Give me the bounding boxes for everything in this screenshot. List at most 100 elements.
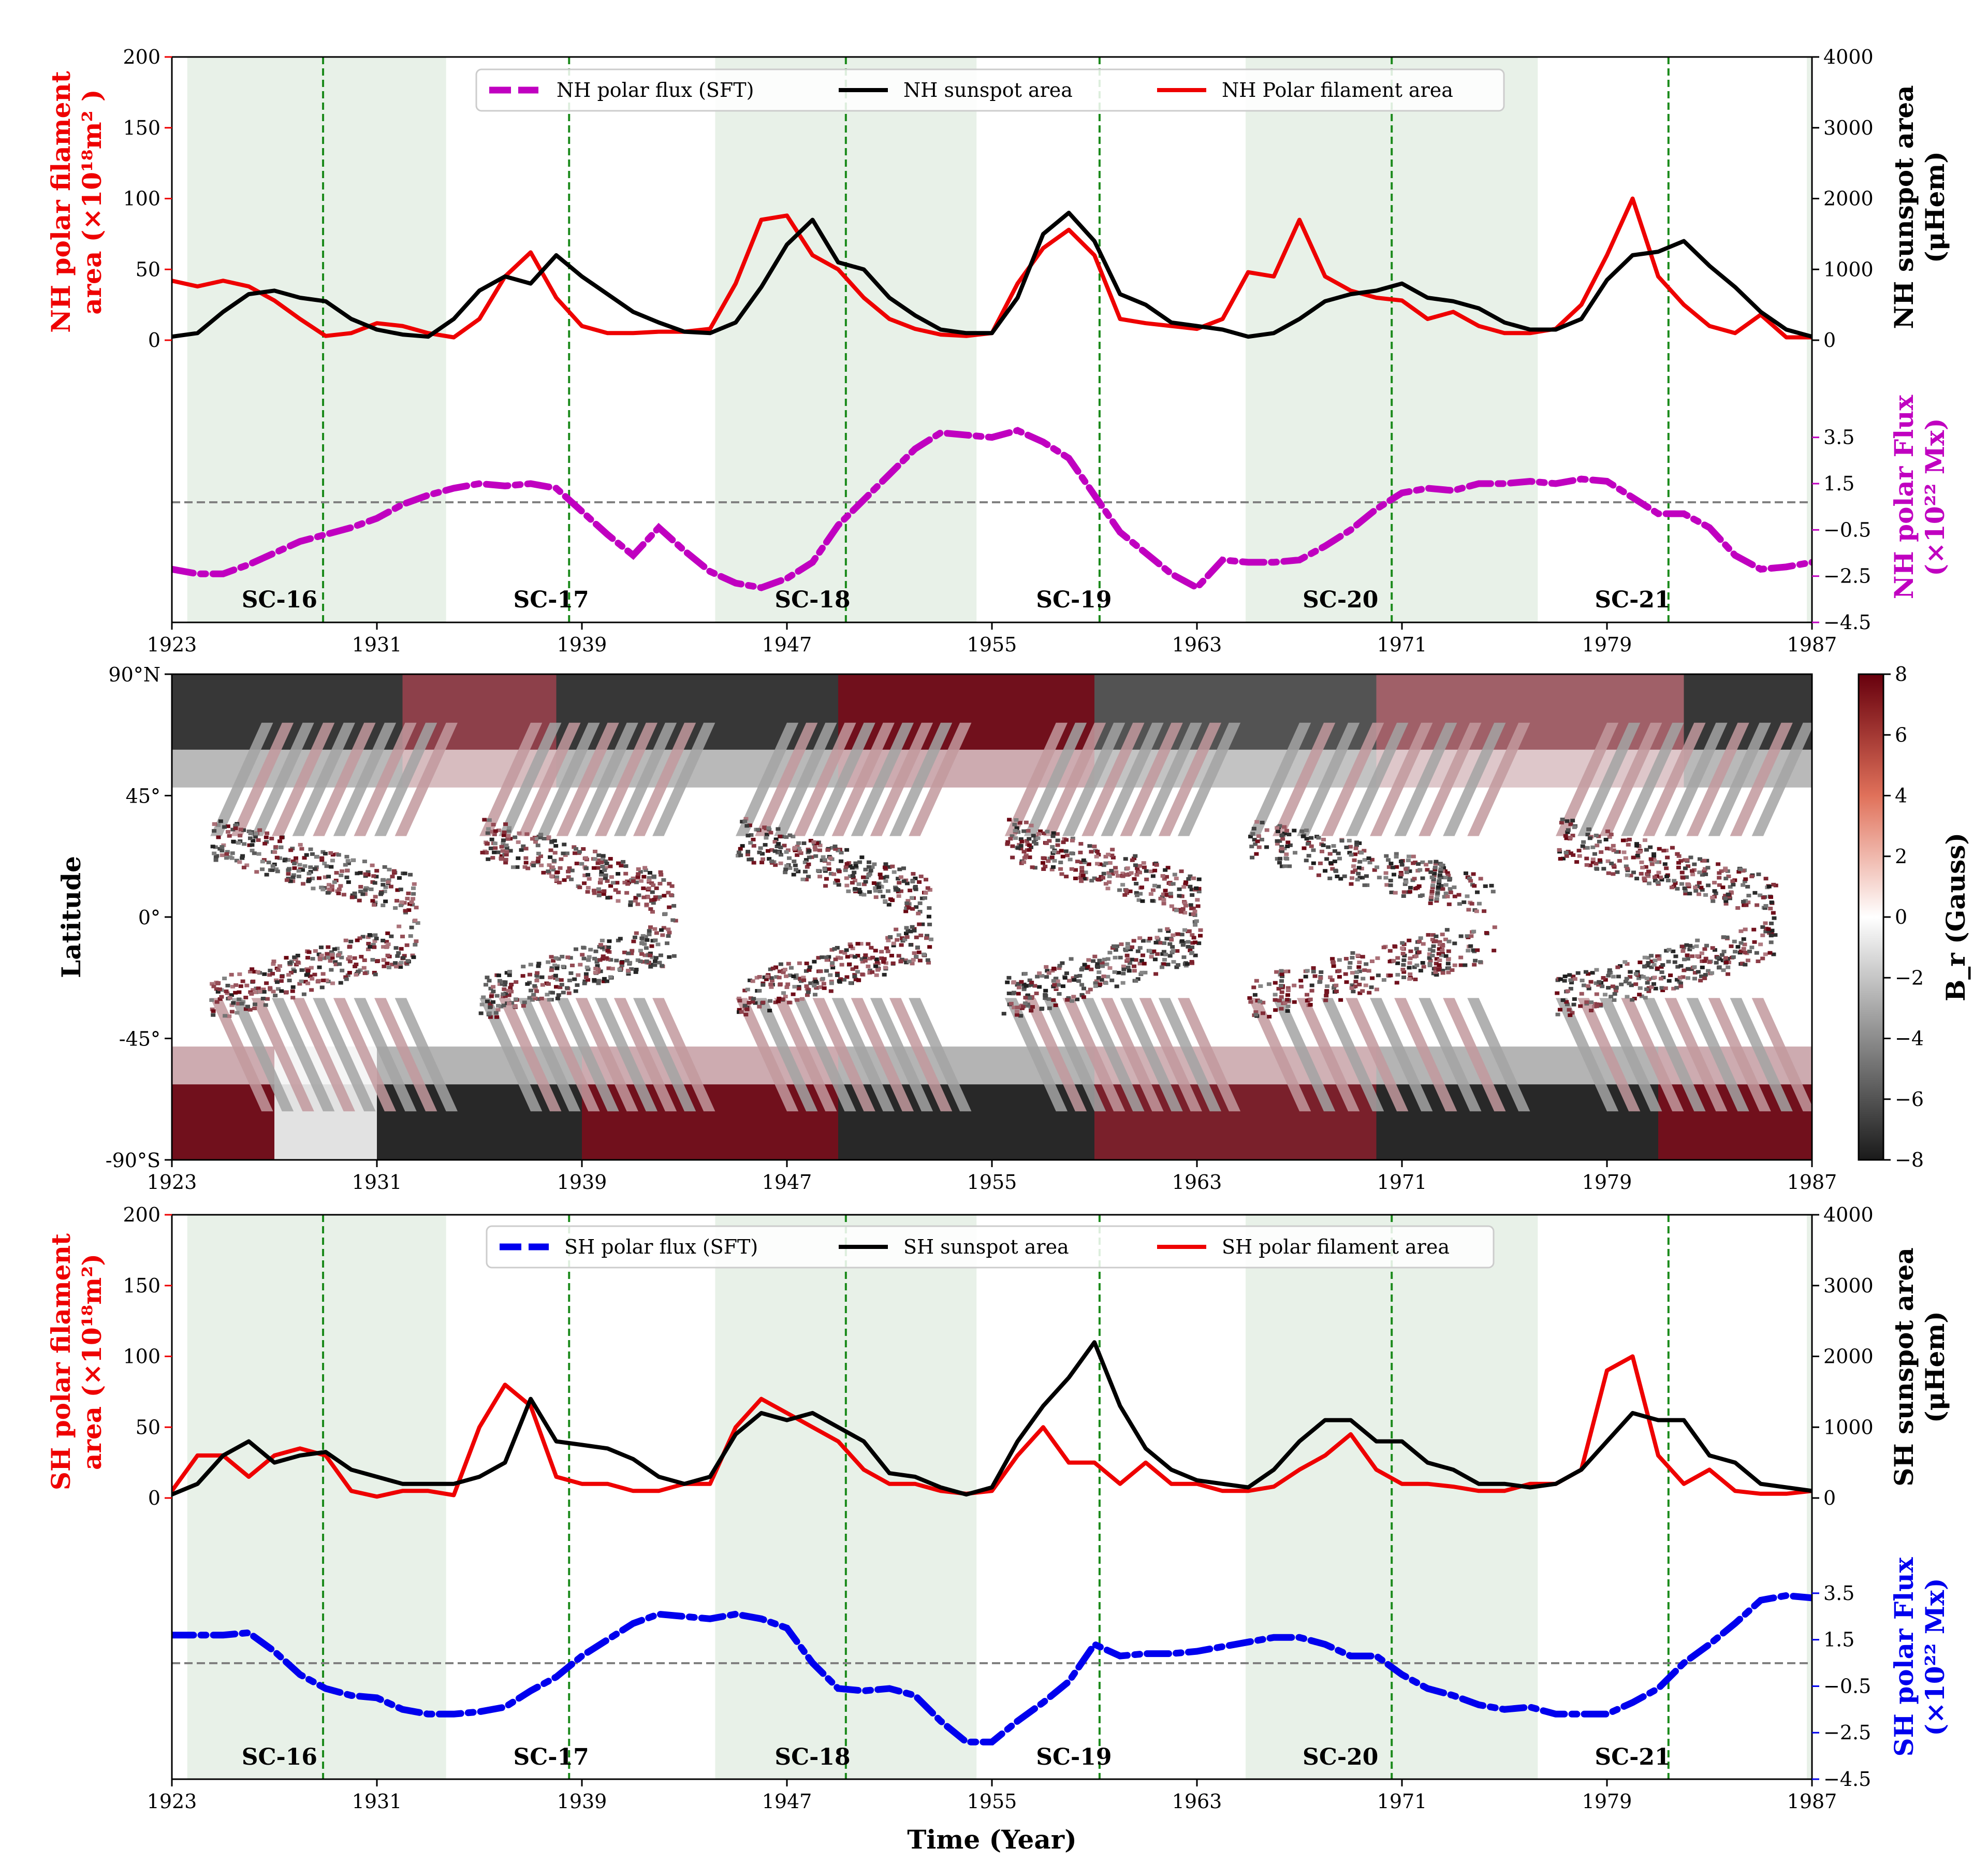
north-active-region: [501, 838, 506, 842]
south-active-region: [389, 963, 394, 967]
south-active-region: [1279, 984, 1284, 988]
south-active-region: [1029, 983, 1034, 987]
south-active-region: [630, 949, 635, 953]
north-active-region: [1254, 852, 1259, 856]
south-active-region: [494, 994, 500, 998]
panel-south: 1923 1931 1939 1947 1955 1963 1971 1979 1987 050…: [46, 1203, 1950, 1855]
south-active-region: [1414, 954, 1419, 958]
north-active-region: [1079, 869, 1085, 874]
north-active-region: [916, 911, 921, 915]
south-active-region: [650, 955, 655, 959]
south-active-region: [1152, 957, 1158, 962]
south-active-region: [1323, 998, 1328, 1002]
south-active-region: [347, 959, 353, 964]
north-active-region: [486, 857, 491, 861]
south-active-region: [928, 937, 933, 941]
south-active-region: [1698, 979, 1703, 983]
north-active-region: [1574, 860, 1580, 864]
south-active-region: [393, 961, 398, 965]
south-active-region: [911, 958, 916, 962]
lat-tick-label: -45°: [119, 1028, 160, 1051]
north-active-region: [345, 859, 350, 863]
north-active-region: [1078, 842, 1084, 846]
south-active-region: [773, 1000, 778, 1005]
north-active-region: [625, 882, 630, 886]
right-y-tick-label: 4000: [1823, 1203, 1874, 1226]
south-active-region: [1585, 984, 1590, 988]
south-active-region: [1015, 1006, 1020, 1010]
south-active-region: [1763, 921, 1768, 925]
south-active-region: [917, 922, 922, 926]
south-active-region: [1581, 983, 1586, 987]
north-active-region: [1279, 833, 1284, 837]
south-active-region: [495, 1008, 501, 1012]
north-surge: [556, 722, 619, 836]
north-active-region: [1383, 876, 1388, 880]
south-active-region: [1029, 1009, 1034, 1013]
south-active-region: [1285, 986, 1291, 990]
north-active-region: [757, 850, 762, 854]
left-y-tick-label: 150: [123, 117, 160, 139]
south-active-region: [321, 956, 327, 961]
south-active-region: [1568, 1013, 1573, 1017]
north-active-region: [1304, 837, 1309, 841]
north-active-region: [1183, 880, 1189, 884]
south-active-region: [1567, 1008, 1572, 1012]
left-y-tick-label: 50: [136, 258, 160, 281]
north-active-region: [878, 889, 883, 893]
south-active-region: [582, 979, 588, 983]
north-active-region: [775, 851, 780, 855]
north-active-region: [1064, 875, 1069, 879]
south-active-region: [1612, 992, 1617, 996]
north-active-region: [1109, 869, 1114, 873]
north-active-region: [844, 862, 850, 866]
south-active-region: [1572, 977, 1577, 981]
north-active-region: [552, 851, 558, 855]
sh-sunspot-area-line: [172, 1340, 1812, 1497]
south-active-region: [305, 956, 310, 960]
south-active-region: [1738, 941, 1744, 945]
south-active-region: [1100, 961, 1105, 965]
south-active-region: [1754, 951, 1759, 955]
north-active-region: [1445, 894, 1450, 898]
south-active-region: [1129, 957, 1134, 962]
south-active-region: [776, 999, 781, 1004]
south-active-region: [785, 982, 791, 986]
north-active-region: [325, 891, 330, 895]
north-active-region: [1433, 862, 1438, 866]
south-active-region: [588, 948, 593, 952]
north-active-region: [1736, 870, 1742, 874]
right-y-tick-label: 0: [1823, 1487, 1836, 1509]
x-axis-ticks: 1923 1931 1939 1947 1955 1963 1971 1979 1987: [147, 622, 1837, 656]
north-active-region: [411, 886, 416, 890]
north-surge: [594, 722, 658, 836]
south-surge: [736, 998, 799, 1112]
north-active-region: [879, 876, 884, 880]
north-active-region: [288, 848, 294, 852]
north-active-region: [402, 871, 407, 876]
south-active-region: [227, 1014, 232, 1018]
north-active-region: [1389, 890, 1394, 894]
south-active-region: [1260, 1011, 1265, 1015]
north-active-region: [1357, 841, 1362, 845]
flux-y-tick-label: 1.5: [1823, 472, 1854, 495]
north-active-region: [1041, 831, 1046, 835]
south-active-region: [807, 965, 812, 969]
north-active-region: [657, 882, 663, 886]
north-active-region: [1083, 861, 1088, 865]
south-active-region: [601, 954, 606, 958]
south-active-region: [622, 950, 627, 954]
north-active-region: [1655, 880, 1660, 884]
south-active-region: [801, 978, 807, 982]
north-surge: [251, 722, 314, 836]
south-active-region: [1107, 951, 1113, 955]
south-active-region: [794, 973, 799, 977]
south-active-region: [1113, 948, 1118, 952]
south-active-region: [1165, 963, 1171, 967]
north-active-region: [1044, 841, 1049, 846]
north-surge: [575, 722, 638, 836]
north-active-region: [1648, 845, 1653, 849]
north-active-region: [649, 881, 654, 885]
north-active-region: [1109, 853, 1115, 857]
